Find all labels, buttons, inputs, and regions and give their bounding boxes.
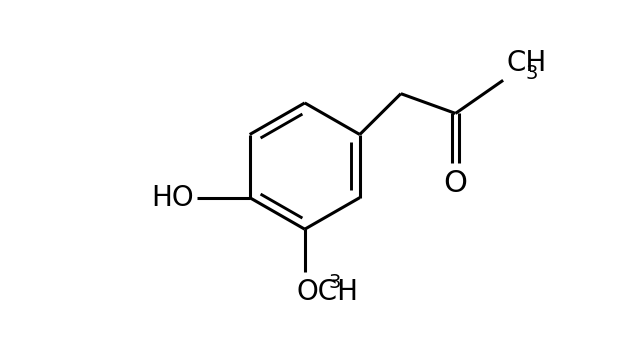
Text: 3: 3 bbox=[525, 64, 538, 83]
Text: HO: HO bbox=[152, 184, 195, 212]
Text: O: O bbox=[444, 169, 467, 198]
Text: 3: 3 bbox=[328, 273, 340, 292]
Text: CH: CH bbox=[506, 49, 547, 77]
Text: OCH: OCH bbox=[297, 278, 359, 306]
